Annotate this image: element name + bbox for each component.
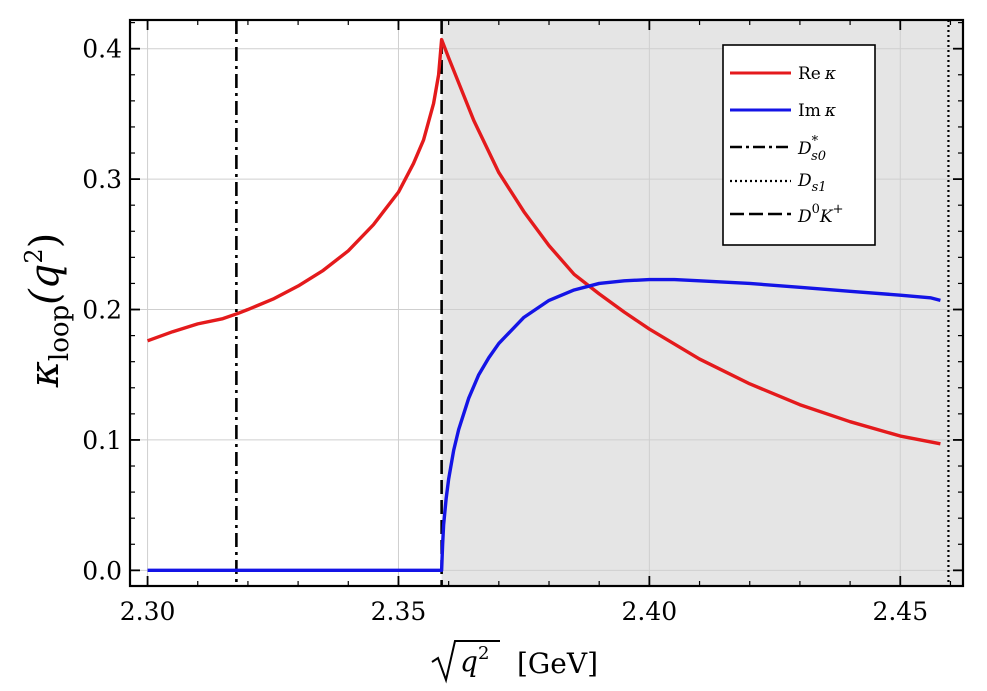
x-tick-label: 2.30 [120,597,176,626]
series-line-re [146,37,941,446]
svg-text:q2: q2 [460,643,489,678]
legend-label-re: Re κ [798,64,836,84]
y-tick-label: 0.4 [82,35,122,64]
x-tick-label: 2.45 [872,597,928,626]
svg-text:[GeV]: [GeV] [517,647,598,680]
plot-frame [128,18,965,588]
legend: Re κ Im κ D* s0 Ds1 D0K+ [722,44,876,246]
shaded-region [441,20,963,586]
y-axis-label: κloop(q2) [20,233,75,389]
legend-box [722,44,876,246]
sqrt-symbol [431,640,500,684]
x-tick-label: 2.40 [622,597,678,626]
y-tick-label: 0.1 [82,426,122,455]
x-tick-label: 2.35 [371,597,427,626]
y-tick-label: 0.0 [82,556,122,585]
y-tick-label: 0.2 [82,296,122,325]
legend-label-d0k: D0K+ [797,202,844,227]
x-axis-label: q2 [GeV] [431,640,598,684]
series-line-im [147,277,941,573]
legend-label-ds0: D* s0 [797,134,826,164]
legend-label-ds1: Ds1 [797,171,827,195]
legend-label-im: Im κ [798,101,836,121]
y-tick-label: 0.3 [82,165,122,194]
